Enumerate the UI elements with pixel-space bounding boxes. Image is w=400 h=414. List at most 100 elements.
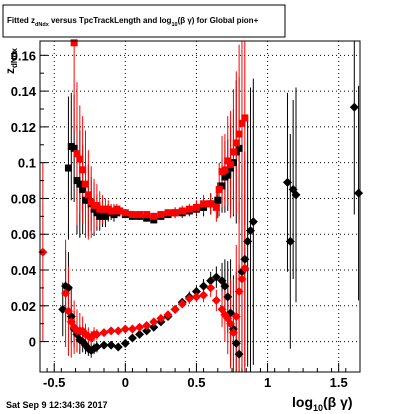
data-point-square: [221, 166, 229, 174]
y-tick-label: 0.14: [11, 84, 37, 99]
plot-frame: [39, 40, 361, 373]
data-point-diamond: [142, 320, 152, 330]
data-point-square: [235, 144, 243, 152]
chart-title: Fitted zdNdx versus TpcTrackLength and l…: [7, 16, 259, 28]
data-point-diamond: [120, 324, 130, 334]
timestamp: Sat Sep 9 12:34:36 2017: [6, 400, 108, 410]
data-point-diamond: [234, 286, 244, 296]
data-point-diamond: [127, 333, 137, 343]
data-point-diamond: [142, 326, 152, 336]
y-tick-label: 0.02: [11, 299, 36, 314]
data-point-diamond: [211, 295, 221, 305]
data-point-diamond: [163, 310, 173, 320]
y-tick-label: 0.08: [11, 191, 36, 206]
data-point-diamond: [240, 254, 250, 264]
data-point-diamond: [99, 328, 109, 338]
data-point-diamond: [223, 292, 233, 302]
data-point-diamond: [282, 177, 292, 187]
data-point-square: [200, 203, 208, 211]
data-point-diamond: [135, 322, 145, 332]
data-point-square: [235, 130, 243, 138]
x-tick-label: 0: [122, 375, 129, 390]
data-point-square: [178, 207, 186, 215]
data-point-diamond: [106, 326, 116, 336]
data-point-diamond: [291, 190, 301, 200]
y-tick-labels: 0 0.02 0.04 0.06 0.08 0.1 0.12 0.14 0.16: [11, 48, 37, 349]
data-point-square: [128, 211, 136, 219]
data-point-square: [150, 212, 158, 220]
data-point-square: [192, 203, 200, 211]
data-point-square: [171, 209, 179, 217]
x-tick-labels: -0.5 0 0.5 1 1.5: [43, 375, 348, 390]
y-tick-label: 0.1: [18, 156, 36, 171]
data-point-diamond: [206, 283, 216, 293]
data-point-diamond: [63, 306, 73, 316]
data-point-diamond: [191, 292, 201, 302]
data-point-diamond: [199, 281, 209, 291]
data-point-square: [70, 144, 78, 152]
data-point-square: [143, 214, 151, 222]
data-point-square: [241, 114, 249, 122]
data-point-square: [73, 150, 81, 158]
data-point-square: [70, 39, 78, 47]
data-point-diamond: [120, 338, 130, 348]
data-point-diamond: [349, 102, 359, 112]
data-point-square: [212, 203, 220, 211]
x-tick-label: 0.5: [187, 375, 205, 390]
data-point-square: [84, 191, 92, 199]
data-point-diamond: [243, 236, 253, 246]
x-tick-label: 1.5: [330, 375, 348, 390]
data-point-square: [136, 211, 144, 219]
title-box: Fitted zdNdx versus TpcTrackLength and l…: [2, 4, 286, 38]
data-point-square: [121, 209, 129, 217]
data-point-diamond: [199, 290, 209, 300]
data-point-square: [157, 211, 165, 219]
data-point-square: [93, 209, 101, 217]
markers: [38, 39, 364, 359]
data-point-square: [82, 180, 90, 188]
data-point-square: [227, 164, 235, 172]
data-point-diamond: [92, 329, 102, 339]
data-point-square: [76, 180, 84, 188]
x-axis-label: log10(β γ): [292, 394, 353, 413]
data-point-diamond: [184, 294, 194, 304]
data-point-square: [79, 166, 87, 174]
data-point-square: [238, 119, 246, 127]
y-tick-label: 0.16: [11, 48, 36, 63]
grid: [40, 41, 360, 372]
data-point-diamond: [99, 340, 109, 350]
data-point-diamond: [135, 329, 145, 339]
data-point-diamond: [61, 288, 71, 298]
axes: [39, 40, 361, 373]
data-point-square: [76, 155, 84, 163]
data-point-diamond: [245, 226, 255, 236]
data-point-diamond: [106, 340, 116, 350]
data-point-diamond: [231, 312, 241, 322]
data-point-diamond: [211, 272, 221, 282]
data-point-square: [93, 202, 101, 210]
data-point-diamond: [191, 286, 201, 296]
data-point-diamond: [156, 313, 166, 323]
data-point-diamond: [354, 188, 364, 198]
data-point-diamond: [206, 276, 216, 286]
data-point-square: [224, 157, 232, 165]
data-point-square: [185, 205, 193, 213]
data-point-square: [224, 171, 232, 179]
data-point-square: [214, 196, 222, 204]
data-point-diamond: [240, 263, 250, 273]
data-point-diamond: [113, 326, 123, 336]
data-point-diamond: [228, 328, 238, 338]
data-point-diamond: [149, 322, 159, 332]
data-point-square: [229, 148, 237, 156]
x-tick-label: -0.5: [43, 375, 65, 390]
data-point-diamond: [149, 317, 159, 327]
data-point-square: [200, 200, 208, 208]
data-point-square: [101, 212, 109, 220]
data-point-diamond: [113, 342, 123, 352]
data-point-square: [218, 182, 226, 190]
data-point-diamond: [177, 299, 187, 309]
y-axis-label: zdNdx: [3, 47, 19, 74]
data-point-square: [73, 177, 81, 185]
data-point-diamond: [220, 281, 230, 291]
data-point-square: [90, 205, 98, 213]
